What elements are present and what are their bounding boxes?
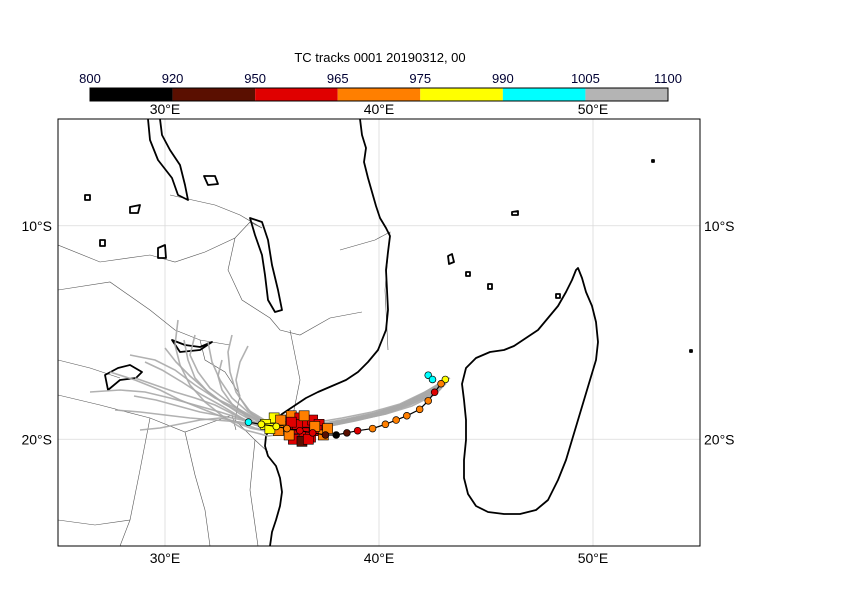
observed-track-point [332,431,340,439]
map-area [58,119,700,546]
observed-track-point [381,420,390,429]
africa-coastline [264,119,391,546]
ensemble-position-marker [275,414,286,426]
observed-track-point [368,424,377,433]
genesis-point [428,375,437,384]
colorbar-segment [585,88,668,101]
pressure-colorbar: 800 920 950 965 975 990 1005 1100 [79,71,682,102]
observed-track-point [257,420,266,429]
map-frame [57,118,701,547]
lakes [84,119,283,391]
lat-label-left: 10°S [21,218,52,234]
observed-track-point [244,418,253,426]
colorbar-outline [89,87,669,102]
observed-track-point [430,388,439,397]
colorbar-segment [90,88,173,101]
islands [447,159,693,353]
colorbar-label: 1005 [571,71,600,86]
lon-label-bottom: 30°E [150,550,181,566]
observed-track-point [283,424,291,433]
observed-track-point [403,412,411,420]
lon-label-bottom: 50°E [578,550,609,566]
observed-track-point [321,431,330,439]
observed-track-point [308,429,317,437]
lon-label-bottom: 40°E [364,550,395,566]
observed-track-point [415,405,424,414]
lat-label-right: 10°S [704,218,735,234]
colorbar-segment [337,88,421,101]
colorbar-segment [255,88,338,101]
lon-label-top: 30°E [150,101,181,117]
colorbar-label: 1100 [654,71,682,86]
ensemble-position-marker [303,433,314,445]
lat-label-right: 20°S [704,431,735,447]
figure-title: TC tracks 0001 20190312, 00 [294,50,465,65]
colorbar-label: 950 [244,71,266,86]
graticule [58,119,700,546]
lat-label-left: 20°S [21,431,52,447]
colorbar-label: 965 [327,71,349,86]
observed-track-point [353,426,362,435]
observed-track-point [343,429,351,437]
colorbar-segment [502,88,586,101]
colorbar-segment [420,88,503,101]
axis-labels: 30°E 30°E 40°E 40°E 50°E 50°E 10°S 10°S 20°S 20°S [21,101,734,566]
ensemble-position-marker [285,416,297,428]
colorbar-label: 975 [409,71,431,86]
observed-track-point [437,379,445,388]
colorbar-label: 990 [492,71,514,86]
colorbar-label: 800 [79,71,101,86]
lon-label-top: 50°E [578,101,609,117]
madagascar-coastline [461,267,599,515]
colorbar-segment [172,88,256,101]
colorbar-label: 920 [162,71,184,86]
observed-track-point [296,426,304,435]
ensemble-position-marker [298,410,310,422]
observed-track-point [424,397,432,405]
track-markers [244,371,450,447]
observed-track-point [272,422,281,431]
observed-track-point [392,416,400,424]
lon-label-top: 40°E [364,101,395,117]
